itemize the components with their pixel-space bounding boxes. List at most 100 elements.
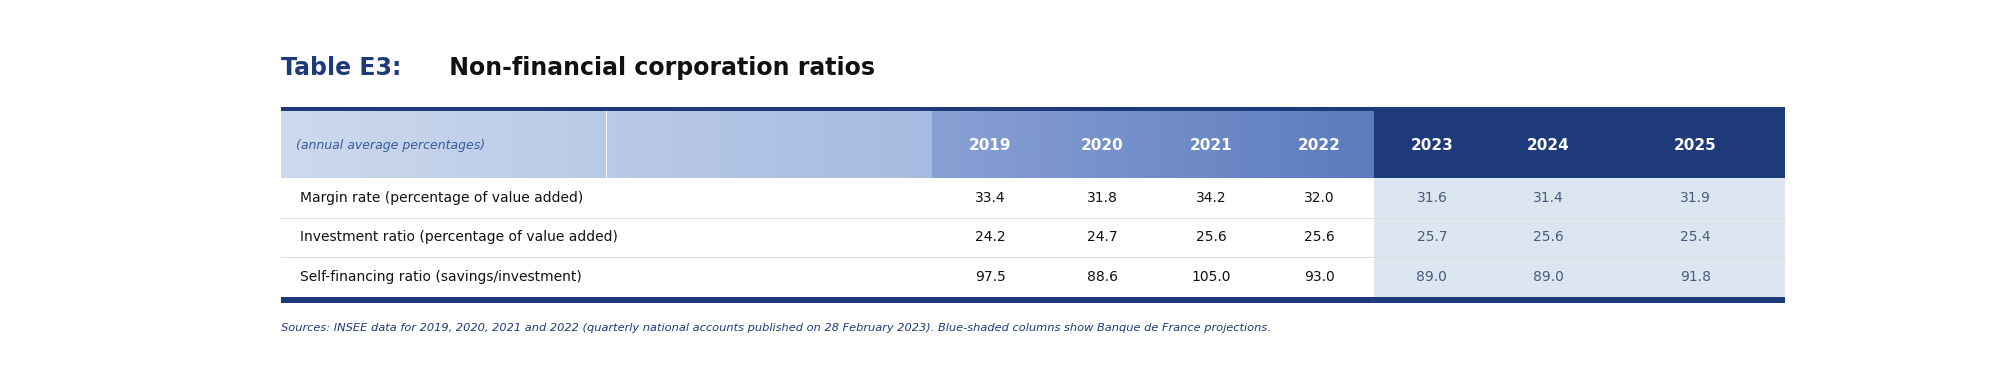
Bar [1276,107,1278,178]
Bar [362,107,366,178]
Bar [1044,107,1046,178]
Bar [1320,107,1322,178]
Bar [684,107,688,178]
Bar [1266,107,1268,178]
Bar [956,107,958,178]
Bar [476,107,480,178]
Bar [952,107,954,178]
Text: 2022: 2022 [1298,138,1340,153]
Bar [1018,107,1020,178]
Bar [1142,107,1144,178]
Bar [1192,107,1194,178]
Bar [734,107,736,178]
Text: 93.0: 93.0 [1304,270,1334,284]
Bar [958,107,960,178]
Bar [866,107,870,178]
Bar [1144,107,1146,178]
Bar [1338,107,1340,178]
Bar [640,107,642,178]
Bar [528,107,532,178]
Bar [1296,107,1298,178]
Bar [1242,107,1244,178]
Bar [382,107,386,178]
Bar [1140,107,1142,178]
Bar [944,107,946,178]
Bar [834,107,838,178]
Bar [698,107,700,178]
Bar [1120,107,1122,178]
Bar [1228,107,1230,178]
Bar [1030,107,1032,178]
Bar [756,107,760,178]
Bar [1368,107,1370,178]
Bar [350,107,352,178]
Bar [444,107,448,178]
Bar [966,107,968,178]
Bar [1178,107,1180,178]
Bar [1284,107,1286,178]
Bar [1348,107,1350,178]
Bar [1076,107,1078,178]
Bar [614,107,616,178]
Bar [1158,107,1160,178]
Bar [760,107,762,178]
Bar [796,107,798,178]
Bar [1222,107,1224,178]
Bar [776,107,780,178]
Bar [1088,107,1092,178]
Bar [766,107,770,178]
Bar [932,107,934,178]
Bar [280,107,284,178]
Bar [280,217,1784,219]
Bar [912,107,916,178]
Bar [1330,107,1332,178]
Bar [656,107,658,178]
Bar [922,107,926,178]
Bar [1130,107,1132,178]
Bar [1310,107,1312,178]
Bar [1022,107,1024,178]
Bar [630,107,632,178]
Bar [604,107,606,178]
Text: 89.0: 89.0 [1532,270,1564,284]
Bar [1156,107,1158,178]
Bar [648,107,652,178]
Bar [1042,107,1044,178]
Text: 89.0: 89.0 [1416,270,1448,284]
Bar [1360,107,1362,178]
Bar [1108,107,1110,178]
Bar [946,107,948,178]
Bar [456,107,460,178]
Bar [590,107,594,178]
Bar [858,107,860,178]
Bar [392,107,394,178]
Bar [320,107,324,178]
Bar [486,107,490,178]
Bar [428,107,430,178]
Bar [1008,107,1010,178]
Bar [622,107,626,178]
Text: 34.2: 34.2 [1196,191,1226,205]
Bar [642,107,646,178]
Bar [652,107,656,178]
Bar [1306,107,1308,178]
Bar [916,107,918,178]
Bar [900,107,902,178]
Bar [1208,107,1210,178]
Bar [1224,107,1226,178]
Bar [1136,107,1138,178]
Bar [746,107,750,178]
Bar [1364,107,1368,178]
Bar [940,107,944,178]
Bar [1046,107,1050,178]
Bar [450,107,454,178]
Bar [1078,107,1080,178]
Bar [564,107,568,178]
Bar [1012,107,1014,178]
Bar [730,107,734,178]
Bar [1166,107,1168,178]
Bar [1054,107,1056,178]
Bar [1220,107,1222,178]
Bar [284,107,288,178]
Bar [788,107,792,178]
